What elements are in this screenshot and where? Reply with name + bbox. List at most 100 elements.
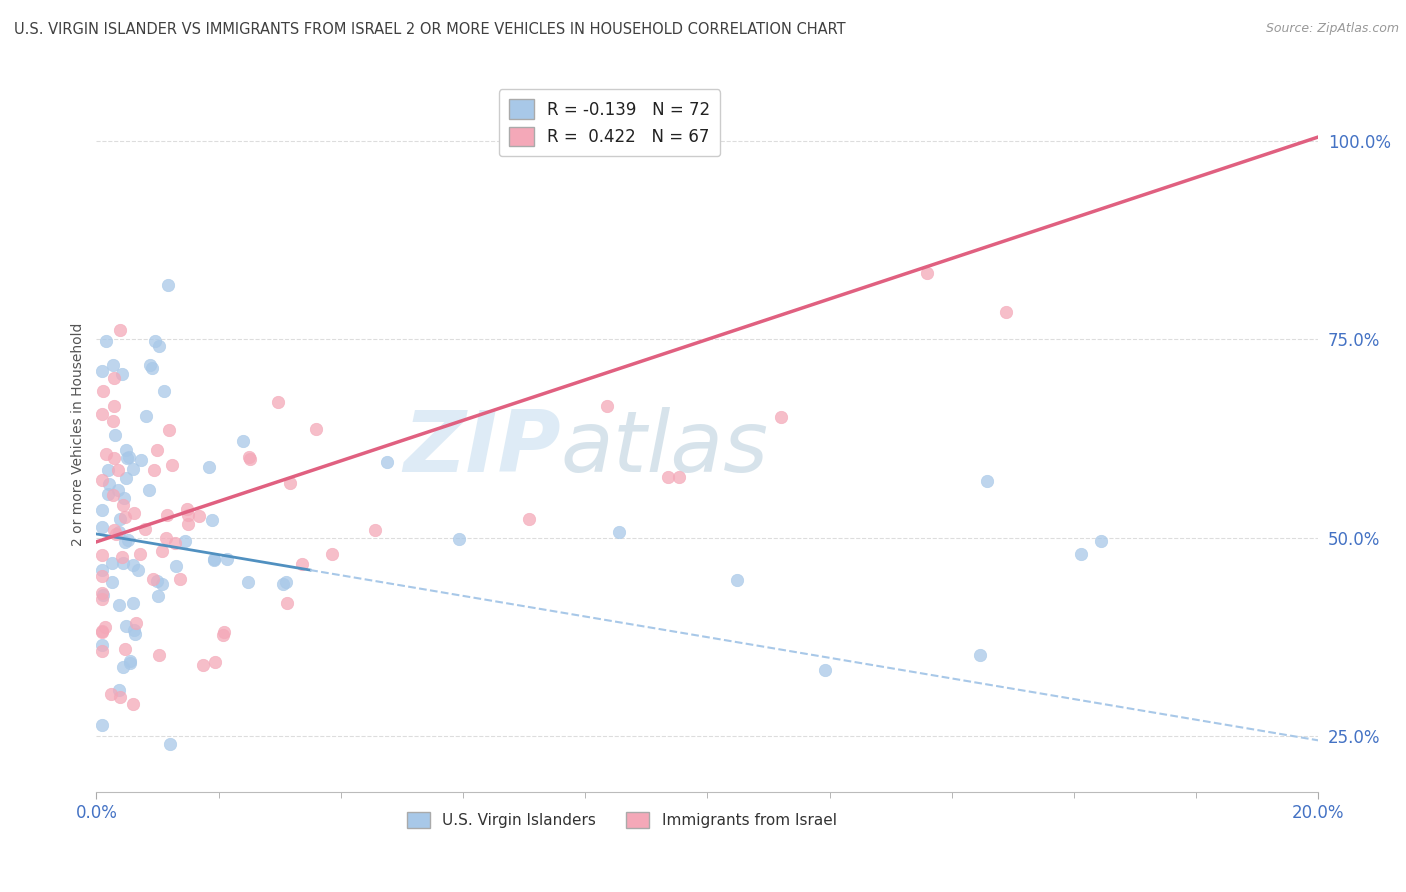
Point [607, 525, 630, 540]
Point [145, 574, 167, 588]
Point [159, 737, 181, 751]
Point [202, 551, 225, 566]
Point [915, 266, 938, 280]
Point [141, 361, 163, 376]
Point [291, 558, 314, 572]
Point [139, 358, 162, 372]
Point [969, 648, 991, 662]
Point [114, 443, 136, 458]
Point [121, 558, 143, 572]
Point [107, 598, 129, 612]
Point [232, 434, 254, 448]
Point [97, 486, 120, 500]
Point [156, 278, 179, 293]
Point [103, 399, 125, 413]
Point [112, 556, 135, 570]
Point [449, 532, 471, 546]
Point [104, 428, 127, 442]
Point [163, 536, 186, 550]
Point [114, 642, 136, 657]
Point [305, 422, 328, 436]
Point [177, 517, 200, 532]
Point [668, 469, 690, 483]
Point [204, 655, 226, 669]
Point [142, 573, 165, 587]
Point [122, 623, 145, 637]
Point [91, 473, 114, 487]
Point [274, 574, 297, 589]
Point [162, 458, 184, 473]
Point [91, 364, 114, 378]
Point [814, 663, 837, 677]
Point [187, 509, 209, 524]
Point [94, 334, 117, 348]
Point [91, 644, 114, 658]
Point [212, 625, 235, 640]
Point [108, 682, 131, 697]
Point [725, 573, 748, 587]
Point [127, 563, 149, 577]
Point [1090, 534, 1112, 549]
Point [155, 532, 177, 546]
Point [111, 549, 134, 564]
Point [101, 575, 124, 590]
Point [91, 588, 114, 602]
Point [114, 510, 136, 524]
Point [110, 690, 132, 704]
Point [267, 395, 290, 409]
Point [122, 697, 145, 711]
Point [98, 477, 121, 491]
Point [103, 370, 125, 384]
Point [176, 508, 198, 523]
Point [111, 660, 134, 674]
Point [239, 452, 262, 467]
Point [238, 450, 260, 464]
Point [120, 656, 142, 670]
Point [94, 620, 117, 634]
Point [238, 575, 260, 590]
Point [128, 547, 150, 561]
Point [115, 450, 138, 465]
Point [91, 549, 114, 563]
Text: ZIP: ZIP [404, 408, 561, 491]
Point [91, 502, 114, 516]
Point [103, 523, 125, 537]
Point [165, 558, 187, 573]
Point [121, 596, 143, 610]
Point [995, 305, 1018, 319]
Point [157, 423, 180, 437]
Point [517, 512, 540, 526]
Point [169, 572, 191, 586]
Point [114, 535, 136, 549]
Point [124, 626, 146, 640]
Point [120, 655, 142, 669]
Point [112, 491, 135, 505]
Y-axis label: 2 or more Vehicles in Household: 2 or more Vehicles in Household [72, 323, 86, 547]
Point [91, 625, 114, 640]
Point [91, 624, 114, 639]
Point [769, 409, 792, 424]
Point [211, 628, 233, 642]
Point [150, 544, 173, 558]
Point [103, 487, 125, 501]
Point [135, 409, 157, 424]
Point [100, 687, 122, 701]
Text: atlas: atlas [561, 408, 769, 491]
Point [191, 658, 214, 673]
Point [115, 471, 138, 485]
Point [91, 586, 114, 600]
Legend: U.S. Virgin Islanders, Immigrants from Israel: U.S. Virgin Islanders, Immigrants from I… [401, 806, 842, 834]
Point [152, 577, 174, 591]
Point [91, 520, 114, 534]
Point [148, 648, 170, 662]
Point [91, 568, 114, 582]
Point [276, 596, 298, 610]
Point [148, 589, 170, 603]
Point [143, 334, 166, 348]
Point [91, 563, 114, 577]
Point [134, 522, 156, 536]
Text: U.S. VIRGIN ISLANDER VS IMMIGRANTS FROM ISRAEL 2 OR MORE VEHICLES IN HOUSEHOLD C: U.S. VIRGIN ISLANDER VS IMMIGRANTS FROM … [14, 22, 845, 37]
Point [176, 501, 198, 516]
Point [91, 718, 114, 732]
Point [375, 455, 398, 469]
